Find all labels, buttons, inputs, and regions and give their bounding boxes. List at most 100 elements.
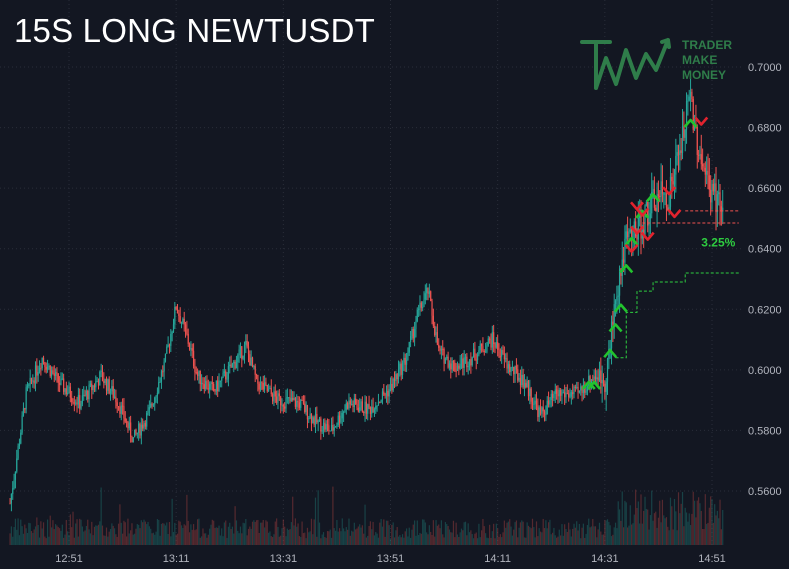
candle-body — [665, 193, 668, 208]
x-tick-label: 14:11 — [484, 553, 511, 565]
volume-bar — [146, 524, 148, 545]
candle-body — [498, 349, 500, 357]
y-tick-label: 0.7000 — [748, 62, 782, 74]
volume-bar — [712, 522, 714, 545]
volume-bar — [131, 523, 133, 545]
candle-body — [699, 154, 701, 156]
volume-bar — [598, 522, 601, 545]
volume-bar — [309, 531, 311, 545]
candle-body — [424, 293, 426, 300]
candle-body — [194, 365, 196, 373]
candle-body — [448, 363, 451, 368]
volume-bar — [265, 520, 267, 545]
candle-body — [164, 353, 167, 362]
y-axis: 0.7000 0.6800 0.6600 0.6400 0.6200 0.6000 0.58… — [748, 62, 782, 498]
volume-bar — [719, 499, 721, 545]
volume-bar — [430, 531, 432, 545]
volume-bar — [347, 529, 349, 545]
volume-bar — [298, 536, 301, 545]
candle-body — [84, 394, 86, 396]
candle-body — [569, 396, 571, 398]
candle-body — [290, 397, 292, 402]
candle-body — [715, 183, 717, 213]
candle-body — [88, 384, 90, 400]
volume-bar — [18, 535, 21, 545]
volume-bar — [289, 529, 291, 545]
candle-body — [356, 403, 358, 408]
volume-bar — [38, 537, 41, 545]
volume-bar — [629, 505, 631, 545]
volume-bar — [28, 522, 30, 545]
buy-arrow-icon — [608, 323, 623, 333]
candle-body — [265, 382, 267, 385]
volume-bar — [652, 520, 654, 545]
candle-body — [585, 391, 587, 393]
volume-bar — [485, 533, 487, 545]
volume-bar — [53, 529, 55, 545]
volume-bar — [593, 526, 595, 545]
volume-bar — [111, 523, 113, 545]
volume-bar — [139, 528, 141, 545]
volume-bar — [443, 537, 445, 545]
candle-body — [438, 344, 440, 348]
candle-body — [415, 321, 417, 329]
candle-body — [685, 101, 688, 130]
candle-body — [348, 400, 350, 409]
candle-body — [38, 367, 41, 373]
candle-body — [649, 213, 651, 219]
candle-body — [121, 405, 124, 407]
volume-bar — [618, 509, 621, 545]
candle-body — [367, 404, 369, 414]
volume-bar — [464, 521, 467, 545]
volume-bar — [482, 518, 484, 545]
volume-bar — [397, 536, 400, 545]
candle-body — [560, 390, 562, 396]
candle-body — [545, 414, 547, 416]
candle-body — [704, 167, 706, 175]
volume-bar — [69, 514, 71, 545]
volume-bar — [640, 494, 642, 545]
volume-bar — [360, 527, 362, 545]
candle-body — [46, 366, 49, 370]
volume-bar — [267, 532, 270, 545]
candle-body — [251, 357, 254, 367]
candle-body — [489, 338, 491, 341]
candle-body — [533, 403, 535, 405]
volume-bar — [478, 523, 480, 545]
volume-bar — [355, 529, 357, 545]
volume-bar — [535, 521, 538, 545]
candle-body — [573, 386, 575, 395]
volume-bar — [396, 527, 398, 545]
volume-bar — [326, 531, 329, 545]
candle-body — [344, 409, 346, 413]
volume-bar — [103, 535, 105, 545]
candle-body — [85, 390, 88, 396]
volume-bar — [143, 519, 145, 545]
volume-bar — [541, 532, 543, 545]
volume-bar — [150, 528, 152, 545]
volume-bar — [418, 535, 420, 545]
candle-body — [277, 393, 279, 403]
buy-arrow-icon — [613, 303, 628, 313]
volume-bar — [373, 535, 376, 545]
candle-body — [209, 383, 211, 390]
candle-body — [142, 424, 144, 429]
volume-bar — [672, 529, 674, 545]
candle-body — [447, 356, 449, 368]
candle-body — [229, 364, 231, 367]
volume-bar — [459, 532, 461, 545]
candle-body — [22, 408, 25, 416]
candle-body — [325, 424, 327, 430]
volume-bar — [436, 525, 438, 545]
candle-body — [126, 421, 128, 423]
candle-body — [140, 424, 142, 436]
candle-body — [423, 299, 425, 308]
y-tick-label: 0.6600 — [748, 183, 782, 195]
candle-body — [625, 231, 627, 239]
volume-bar — [282, 519, 284, 545]
volume-bar — [301, 521, 303, 545]
volume-bar — [414, 520, 416, 545]
volume-bar — [221, 528, 223, 545]
candle-body — [554, 389, 556, 394]
